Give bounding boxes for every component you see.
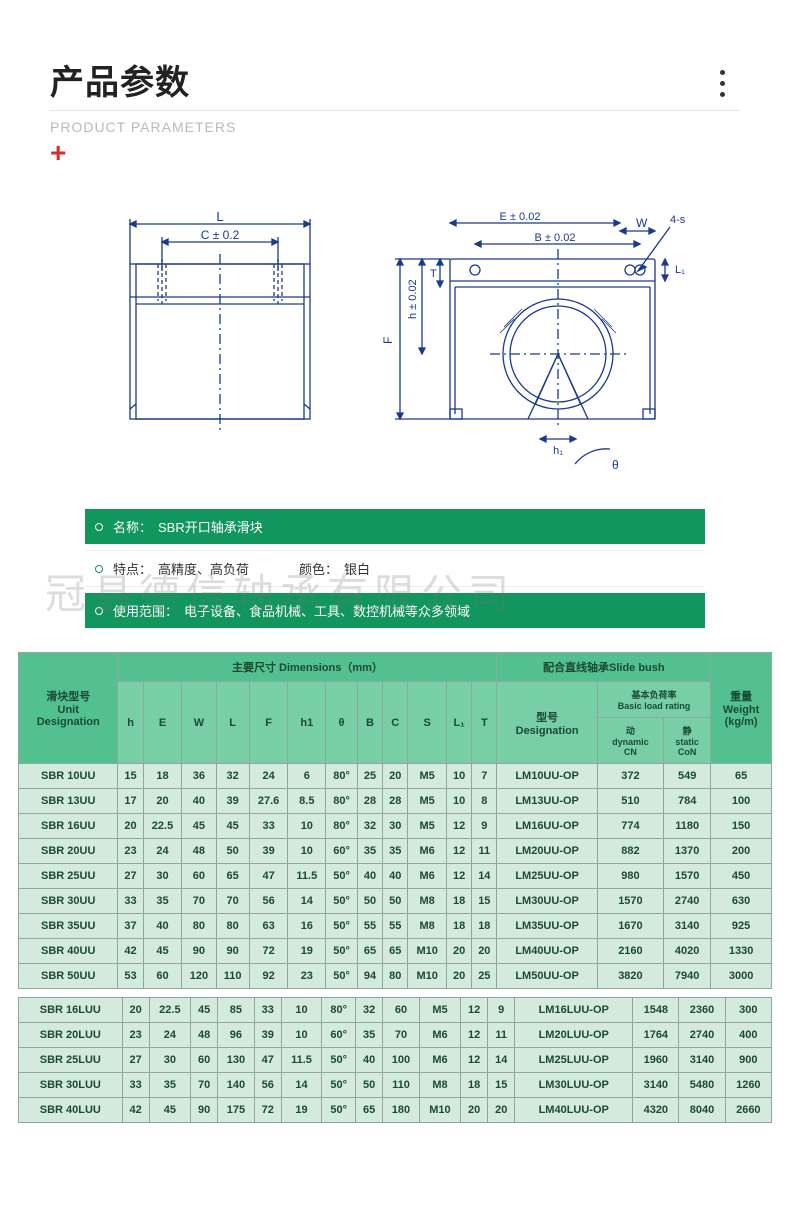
header: 产品参数 PRODUCT PARAMETERS + bbox=[0, 0, 790, 179]
table-row: SBR 30UU33357070561450°5050M81815LM30UU-… bbox=[19, 889, 772, 914]
info-name: 名称： SBR开口轴承滑块 bbox=[85, 509, 705, 544]
table-row: SBR 30LUU333570140561450°50110M81815LM30… bbox=[19, 1073, 772, 1098]
table-row: SBR 20UU23244850391060°3535M61211LM20UU-… bbox=[19, 839, 772, 864]
table-row: SBR 16UU2022.54545331080°3230M5129LM16UU… bbox=[19, 814, 772, 839]
svg-text:L₁: L₁ bbox=[675, 264, 685, 276]
diagram-right: E ± 0.02 W 4-s B ± 0.02 L₁ T h ± 0.02 F bbox=[380, 209, 700, 489]
table-row: SBR 40LUU424590175721950°65180M102020LM4… bbox=[19, 1098, 772, 1123]
table-row: SBR 50UU5360120110922350°9480M102025LM50… bbox=[19, 964, 772, 989]
table-row: SBR 10UU1518363224680°2520M5107LM10UU-OP… bbox=[19, 764, 772, 789]
svg-text:E ± 0.02: E ± 0.02 bbox=[500, 211, 541, 223]
info-box: 名称： SBR开口轴承滑块 特点： 高精度、高负荷 颜色： 银白 使用范围： 电… bbox=[0, 509, 790, 652]
table-main: 滑块型号UnitDesignation 主要尺寸 Dimensions（mm） … bbox=[18, 652, 772, 989]
table-row: SBR 16LUU2022.54585331080°3260M5129LM16L… bbox=[19, 998, 772, 1023]
bullet-icon bbox=[95, 523, 103, 531]
more-dots-icon[interactable] bbox=[720, 70, 725, 97]
svg-text:L: L bbox=[216, 209, 223, 224]
spec-table: 滑块型号UnitDesignation 主要尺寸 Dimensions（mm） … bbox=[0, 652, 790, 1153]
col-dims: 主要尺寸 Dimensions（mm） bbox=[118, 653, 497, 682]
table-row: SBR 25UU273060654711.550°4040M61214LM25U… bbox=[19, 864, 772, 889]
svg-text:C ± 0.2: C ± 0.2 bbox=[201, 228, 240, 242]
info-feat-color: 特点： 高精度、高负荷 颜色： 银白 bbox=[85, 550, 705, 587]
svg-text:B ± 0.02: B ± 0.02 bbox=[535, 232, 576, 244]
table-row: SBR 20LUU23244896391060°3570M61211LM20LU… bbox=[19, 1023, 772, 1048]
table-luu: SBR 16LUU2022.54585331080°3260M5129LM16L… bbox=[18, 997, 772, 1123]
svg-text:F: F bbox=[381, 337, 395, 344]
table-row: SBR 35UU37408080631650°5555M81818LM35UU-… bbox=[19, 914, 772, 939]
col-weight: 重量Weight(kg/m) bbox=[711, 653, 772, 764]
bullet-icon bbox=[95, 607, 103, 615]
title-cn: 产品参数 bbox=[50, 55, 740, 104]
technical-diagram: L C ± 0.2 E ± 0.02 W 4-s B bbox=[0, 179, 790, 509]
table-row: SBR 40UU42459090721950°6565M102020LM40UU… bbox=[19, 939, 772, 964]
svg-text:T: T bbox=[430, 268, 437, 280]
table-row: SBR 13UU1720403927.68.580°2828M5108LM13U… bbox=[19, 789, 772, 814]
table-row: SBR 25LUU2730601304711.550°40100M61214LM… bbox=[19, 1048, 772, 1073]
bullet-icon bbox=[95, 565, 103, 573]
plus-icon: + bbox=[50, 137, 740, 169]
svg-text:h₁: h₁ bbox=[553, 445, 563, 457]
svg-text:W: W bbox=[636, 216, 648, 230]
info-usage: 使用范围： 电子设备、食品机械、工具、数控机械等众多领域 bbox=[85, 593, 705, 628]
col-designation: 滑块型号UnitDesignation bbox=[19, 653, 118, 764]
svg-text:h ± 0.02: h ± 0.02 bbox=[407, 279, 419, 319]
svg-text:4-s: 4-s bbox=[670, 214, 686, 226]
diagram-left: L C ± 0.2 bbox=[90, 209, 340, 449]
col-slidebush: 配合直线轴承Slide bush bbox=[497, 653, 711, 682]
svg-text:θ: θ bbox=[612, 458, 619, 472]
divider bbox=[50, 110, 740, 111]
subtitle-en: PRODUCT PARAMETERS bbox=[50, 119, 740, 135]
